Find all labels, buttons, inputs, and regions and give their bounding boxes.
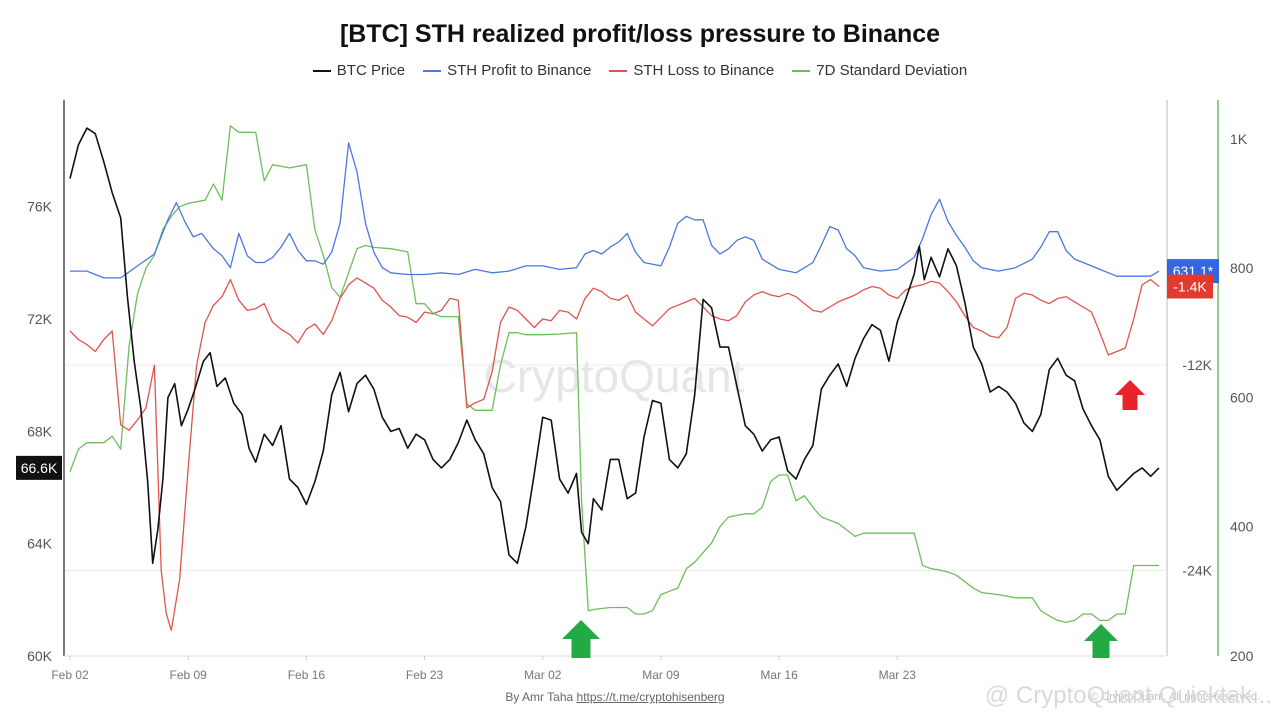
annotation-arrow-green-2 [1084,624,1118,658]
legend-label-btc: BTC Price [336,62,406,79]
y-right-outer-tick-label: 800 [1230,260,1254,276]
x-tick-label: Mar 16 [760,668,798,682]
corner-watermark: @ CryptoQuant Quicktak... [984,682,1272,709]
watermark-text: CryptoQuant [484,350,745,402]
x-tick-label: Mar 02 [524,668,562,682]
x-tick-label: Feb 09 [170,668,208,682]
legend: BTC Price STH Profit to Binance STH Loss… [0,62,1280,79]
legend-item-sth-profit[interactable]: STH Profit to Binance [423,62,591,79]
y-right-outer-tick-label: 200 [1230,648,1254,664]
legend-item-sth-loss[interactable]: STH Loss to Binance [609,62,774,79]
x-tick-label: Feb 23 [406,668,444,682]
legend-item-7d-stdev[interactable]: 7D Standard Deviation [792,62,967,79]
series-btc-price-line [69,127,1160,565]
series-sth-profit-line [70,142,1160,279]
y-left-tick-label: 64K [27,536,53,552]
legend-swatch-btc [312,69,331,72]
x-tick-label: Mar 09 [642,668,680,682]
annotation-arrow-green-1 [562,620,600,658]
last-value-text-btc: 66.6K [21,460,58,476]
y-right-outer-tick-label: 1K [1230,131,1248,147]
corner-copyright: © CryptoQuant. All rights reserved. [1090,691,1261,703]
credit: By Amr Taha https://t.me/cryptohisenberg [0,690,1230,704]
series-7d-stdev-line [69,125,1159,624]
legend-label-profit: STH Profit to Binance [447,62,592,79]
legend-label-loss: STH Loss to Binance [633,62,775,79]
x-tick-label: Mar 23 [879,668,917,682]
legend-swatch-stdev [792,69,811,72]
last-value-text-loss: -1.4K [1173,278,1207,294]
last-value-tag-btc [16,455,62,480]
annotation-arrow-red [1115,380,1145,410]
x-tick-label: Feb 02 [51,668,89,682]
legend-item-btc-price[interactable]: BTC Price [312,62,406,79]
y-right-inner-tick-label: -12K [1182,357,1212,373]
y-left-tick-label: 60K [27,648,53,664]
credit-prefix: By Amr Taha [505,690,574,704]
y-right-outer-tick-label: 400 [1230,519,1254,535]
credit-link[interactable]: https://t.me/cryptohisenberg [576,690,725,704]
legend-label-stdev: 7D Standard Deviation [816,62,968,79]
y-right-inner-tick-label: -24K [1182,562,1212,578]
y-right-outer-tick-label: 600 [1230,389,1254,405]
legend-swatch-loss [609,69,628,72]
y-left-tick-label: 72K [27,311,53,327]
series-sth-loss-line [69,277,1160,631]
y-left-tick-label: 68K [27,423,53,439]
legend-swatch-profit [423,69,442,72]
last-value-tag-loss [1167,274,1213,299]
chart-title: [BTC] STH realized profit/loss pressure … [339,20,941,48]
y-left-tick-label: 76K [27,199,53,215]
x-tick-label: Feb 16 [288,668,326,682]
